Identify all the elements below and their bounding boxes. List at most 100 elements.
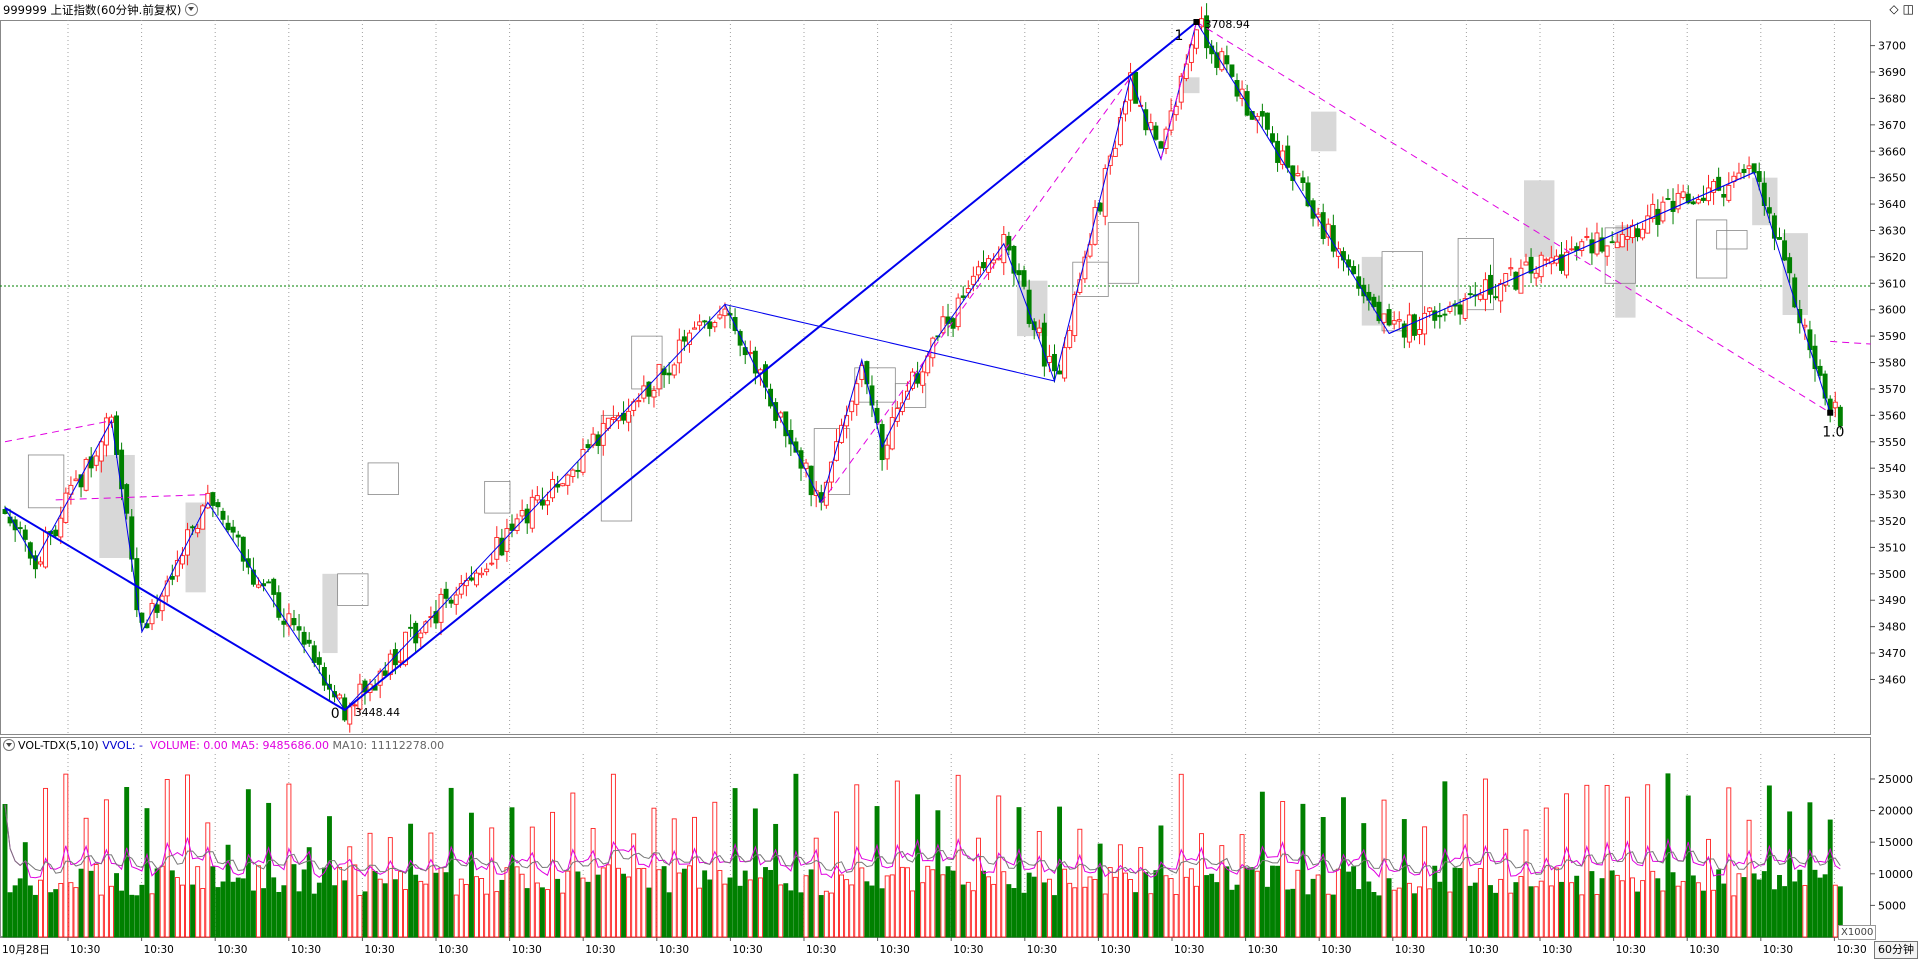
price-axis-label: 3660 xyxy=(1878,145,1906,158)
candle-body xyxy=(697,321,703,326)
volume-bar xyxy=(631,833,637,938)
title-dropdown-icon[interactable] xyxy=(185,3,199,16)
volume-bar xyxy=(676,872,682,938)
volume-bar xyxy=(1123,872,1128,938)
candle-body xyxy=(1564,251,1570,276)
candle-body xyxy=(737,330,743,346)
candle-body xyxy=(1386,309,1392,326)
candle-body xyxy=(1792,277,1798,308)
volume-bar xyxy=(545,889,550,938)
volume-bar xyxy=(1630,877,1635,938)
candle-body xyxy=(190,526,196,529)
volume-bar xyxy=(73,887,79,938)
panel-icon[interactable]: ◫ xyxy=(1902,2,1914,16)
volume-bar xyxy=(311,893,317,938)
dashed-trend-line xyxy=(820,77,1131,503)
candle-body xyxy=(828,461,834,483)
volume-bar xyxy=(235,877,241,938)
volume-bar xyxy=(53,889,59,938)
volume-bar xyxy=(119,890,125,938)
consolidation-outline xyxy=(1716,230,1748,250)
candle-body xyxy=(1295,173,1301,177)
indicator-name[interactable]: VOL-TDX(5,10) xyxy=(18,739,99,752)
volume-bar xyxy=(509,807,515,938)
candle-body xyxy=(250,569,256,585)
indicator-dropdown-icon[interactable] xyxy=(3,739,15,751)
candle-body xyxy=(798,450,804,469)
volume-bar xyxy=(357,895,363,938)
volume-bar xyxy=(1680,880,1686,938)
period-button[interactable]: 60分钟 xyxy=(1874,941,1918,959)
time-axis-label: 10:30 xyxy=(1616,944,1646,956)
volume-bar xyxy=(707,879,713,938)
candle-body xyxy=(1741,168,1747,174)
candle-body xyxy=(1604,245,1610,257)
volume-bar xyxy=(129,894,135,938)
volume-bar xyxy=(915,794,921,938)
candle-body xyxy=(1680,191,1686,198)
candle-body xyxy=(671,364,677,376)
volume-bar xyxy=(215,887,221,938)
candle-body xyxy=(1427,307,1433,312)
candle-body xyxy=(403,631,408,666)
candle-body xyxy=(529,496,535,529)
volume-bar xyxy=(220,881,226,938)
candle-body xyxy=(1832,401,1838,409)
volume-bar xyxy=(2,804,8,938)
candle-body xyxy=(975,266,981,276)
candle-body xyxy=(1640,228,1646,239)
volume-bar xyxy=(286,783,292,938)
candle-body xyxy=(1482,279,1488,300)
volume-bar xyxy=(1488,885,1493,938)
candle-body xyxy=(839,424,844,443)
candle-body xyxy=(1650,203,1656,220)
candle-body xyxy=(580,448,586,473)
candle-body xyxy=(1006,235,1012,251)
price-axis-label: 3510 xyxy=(1878,541,1906,554)
candle-body xyxy=(1751,163,1757,174)
time-axis-label: 10:30 xyxy=(1836,944,1866,956)
volume-bar xyxy=(1807,802,1813,938)
volume-bar xyxy=(1635,891,1640,938)
candle-body xyxy=(1026,289,1032,324)
volume-bar xyxy=(458,878,464,938)
volume-bar xyxy=(1087,876,1093,938)
volume-bar xyxy=(225,844,231,938)
chart-title-bar: 999999 上证指数(60分钟.前复权) xyxy=(0,0,199,20)
candle-body xyxy=(220,510,226,520)
volume-bar xyxy=(1645,784,1651,938)
candle-body xyxy=(1330,225,1336,252)
candle-body xyxy=(98,441,104,462)
volume-value: VOLUME: 0.00 xyxy=(150,739,228,752)
volume-bar xyxy=(529,826,535,938)
candle-body xyxy=(27,542,33,559)
volume-bar xyxy=(1731,895,1737,938)
candle-body xyxy=(474,572,479,586)
candle-body xyxy=(1417,329,1422,335)
candle-body xyxy=(210,492,216,506)
volume-bar xyxy=(849,884,855,938)
consolidation-box xyxy=(1311,111,1337,152)
volume-bar xyxy=(58,883,64,938)
volume-bar xyxy=(1523,829,1529,938)
volume-bar xyxy=(377,878,383,938)
volume-bar xyxy=(114,873,119,938)
candle-body xyxy=(1442,313,1448,316)
candle-body xyxy=(636,400,642,403)
candle-body xyxy=(1635,228,1640,238)
candle-body xyxy=(22,529,28,540)
volume-bar xyxy=(656,869,662,938)
volume-bar xyxy=(261,888,267,938)
volume-bar xyxy=(68,882,74,938)
diamond-icon[interactable]: ◇ xyxy=(1889,2,1899,16)
volume-indicator-header: VOL-TDX(5,10) VVOL: - VOLUME: 0.00 MA5: … xyxy=(0,738,444,754)
candle-body xyxy=(539,499,545,506)
volume-bar xyxy=(174,877,180,938)
price-axis-label: 3500 xyxy=(1878,568,1906,581)
volume-bar xyxy=(1432,865,1438,938)
candle-body xyxy=(479,572,485,576)
candle-body xyxy=(823,481,829,506)
volume-bar xyxy=(986,876,992,938)
dashed-trend-line xyxy=(55,494,208,501)
